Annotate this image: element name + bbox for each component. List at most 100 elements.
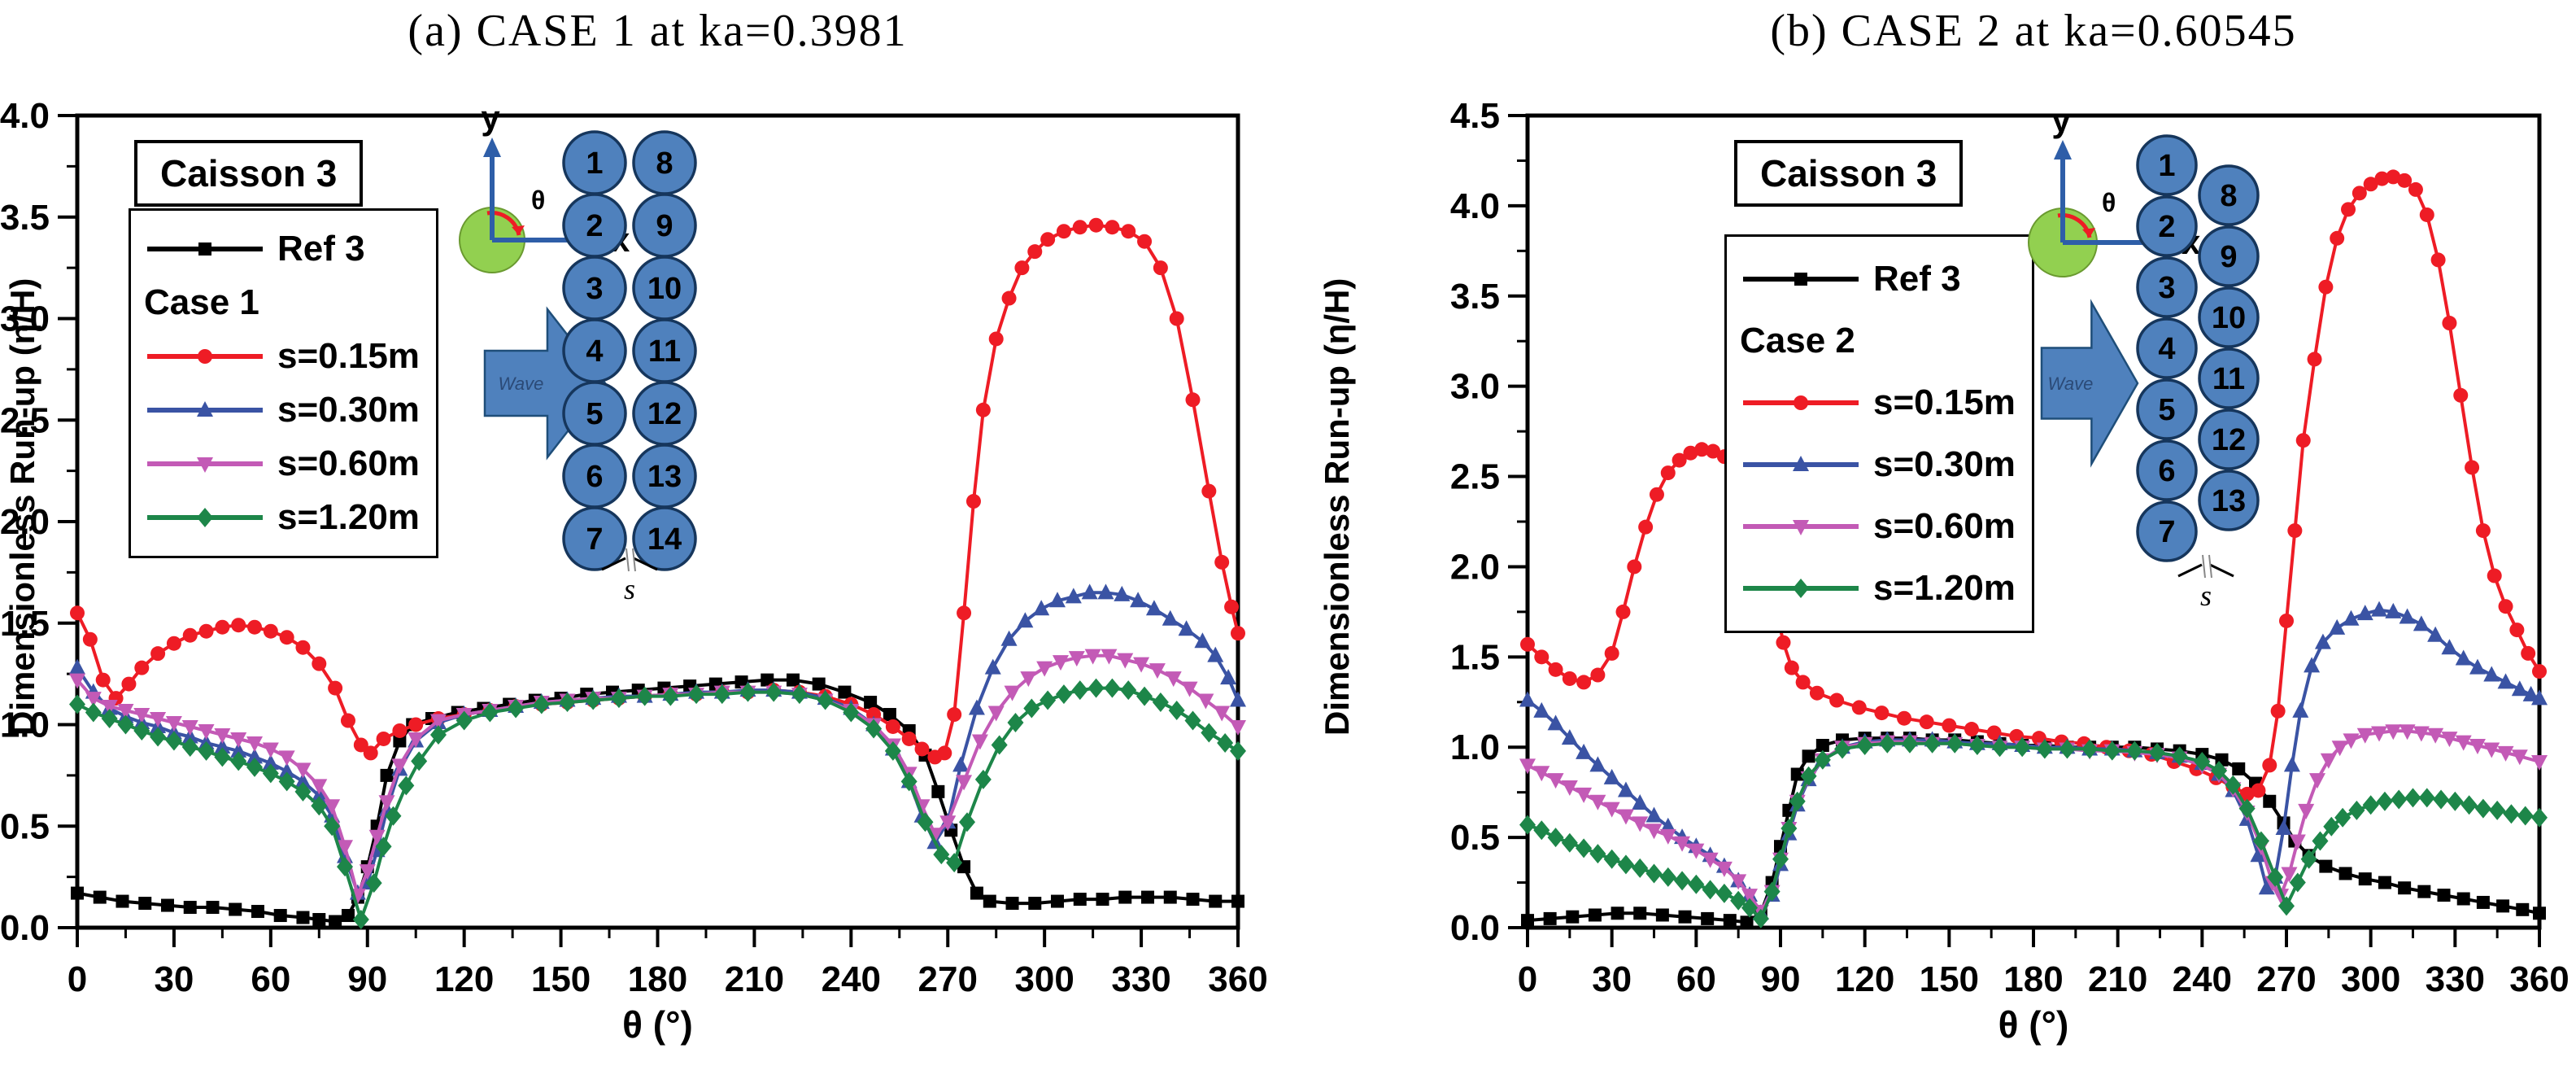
svg-text:210: 210 <box>725 959 784 999</box>
series-s0.60m <box>1519 724 2548 921</box>
svg-text:1.5: 1.5 <box>0 604 50 644</box>
panel-case2: (b) CASE 2 at ka=0.60545 0 30 60 90 120 150 18… <box>1288 0 2576 1066</box>
svg-text:240: 240 <box>2173 959 2232 999</box>
series-s1.20m <box>1519 733 2548 928</box>
panel-a-y-axis-label: Dimensionless Run-up (η/H) <box>3 277 41 736</box>
svg-text:1.0: 1.0 <box>0 706 50 745</box>
series-s0.30m <box>1519 601 2548 920</box>
svg-text:4.0: 4.0 <box>1450 186 1500 226</box>
square-marker-icon <box>147 242 263 256</box>
svg-text:240: 240 <box>822 959 881 999</box>
panel-b-legend: Ref 3 Case 2 s=0.15m s=0.30m s=0.60m s=1.20m <box>1724 234 2034 633</box>
legend-item-label: s=0.15m <box>1873 382 2016 422</box>
circle-marker-icon <box>1743 395 1859 410</box>
svg-text:0.5: 0.5 <box>1450 818 1500 858</box>
circle-marker-icon <box>147 349 263 364</box>
triangle-down-marker-icon <box>147 457 263 473</box>
svg-text:300: 300 <box>2341 959 2400 999</box>
legend-item-s120m: s=1.20m <box>144 491 420 544</box>
panel-a-title: (a) CASE 1 at ka=0.3981 <box>408 6 908 56</box>
legend-item-label: s=0.30m <box>1873 444 2016 484</box>
svg-text:4.5: 4.5 <box>1450 96 1500 136</box>
svg-text:120: 120 <box>434 959 494 999</box>
diamond-marker-icon <box>147 508 263 527</box>
panel-b-y-axis-label: Dimensionless Run-up (η/H) <box>1318 277 1356 736</box>
legend-item-label: s=0.60m <box>277 443 420 483</box>
legend-item-label: s=1.20m <box>1873 568 2016 608</box>
legend-item-s030m: s=0.30m <box>1740 434 2016 496</box>
svg-text:60: 60 <box>1676 959 1716 999</box>
series-s1.20m <box>69 678 1246 930</box>
y-axis-ticks: 0.0 0.5 1.0 1.5 2.0 2.5 3.0 3.5 4.0 4.5 <box>1450 96 1528 948</box>
legend-item-s120m: s=1.20m <box>1740 557 2016 619</box>
legend-item-label: Case 1 <box>144 282 259 322</box>
legend-item-label: Ref 3 <box>277 229 365 269</box>
svg-text:3.0: 3.0 <box>1450 367 1500 407</box>
svg-text:2.0: 2.0 <box>0 502 50 542</box>
legend-item-case: Case 2 <box>1740 310 2016 372</box>
svg-text:4.0: 4.0 <box>0 96 50 136</box>
triangle-down-marker-icon <box>1743 520 1859 535</box>
svg-text:2.0: 2.0 <box>1450 547 1500 587</box>
svg-text:150: 150 <box>1920 959 1979 999</box>
svg-text:0.0: 0.0 <box>1450 908 1500 948</box>
panel-b-caisson-badge: Caisson 3 <box>1734 140 1964 207</box>
svg-text:0.0: 0.0 <box>0 908 50 948</box>
svg-text:270: 270 <box>2256 959 2316 999</box>
legend-item-s060m: s=0.60m <box>144 437 420 491</box>
legend-item-label: s=0.30m <box>277 390 420 430</box>
legend-item-label: s=0.15m <box>277 336 420 376</box>
svg-text:90: 90 <box>1761 959 1801 999</box>
legend-item-case: Case 1 <box>144 276 420 330</box>
triangle-up-marker-icon <box>1743 456 1859 471</box>
svg-text:300: 300 <box>1014 959 1074 999</box>
svg-text:180: 180 <box>2003 959 2063 999</box>
svg-text:30: 30 <box>1592 959 1632 999</box>
svg-text:1.0: 1.0 <box>1450 727 1500 767</box>
svg-text:360: 360 <box>1208 959 1267 999</box>
svg-text:0: 0 <box>68 959 87 999</box>
diamond-marker-icon <box>1743 579 1859 598</box>
svg-text:0: 0 <box>1518 959 1537 999</box>
svg-text:2.5: 2.5 <box>1450 457 1500 497</box>
panel-a-caisson-badge: Caisson 3 <box>134 140 364 207</box>
panel-a-legend: Ref 3 Case 1 s=0.15m s=0.30m s=0.60m s=1.20m <box>129 208 438 558</box>
svg-text:210: 210 <box>2088 959 2147 999</box>
svg-text:0.5: 0.5 <box>0 806 50 846</box>
legend-item-s060m: s=0.60m <box>1740 496 2016 557</box>
x-axis-ticks: 0 30 60 90 120 150 180 210 240 270 300 330 360 <box>1518 928 2569 999</box>
triangle-up-marker-icon <box>147 401 263 417</box>
panel-a-x-axis-label: θ (°) <box>622 1003 693 1046</box>
svg-text:2.5: 2.5 <box>0 400 50 440</box>
panel-b-x-axis-label: θ (°) <box>1998 1003 2069 1046</box>
legend-item-s030m: s=0.30m <box>144 383 420 437</box>
x-axis-ticks: 0 30 60 90 120 150 180 210 240 270 300 330 360 <box>68 928 1268 999</box>
panel-case1: (a) CASE 1 at ka=0.3981 0 30 60 90 120 150 180… <box>0 6 1268 1046</box>
panel-a-plot: 0 30 60 90 120 150 180 210 240 270 300 330 360 0.0 0.5… <box>0 96 1268 999</box>
svg-text:150: 150 <box>531 959 591 999</box>
legend-item-label: s=0.60m <box>1873 506 2016 546</box>
legend-item-label: s=1.20m <box>277 497 420 537</box>
svg-text:360: 360 <box>2509 959 2569 999</box>
panel-b-plot: 0 30 60 90 120 150 180 210 240 270 300 330 360 0.0 0.5… <box>1450 96 2569 999</box>
svg-text:180: 180 <box>628 959 687 999</box>
svg-text:60: 60 <box>251 959 290 999</box>
svg-text:120: 120 <box>1835 959 1894 999</box>
svg-text:30: 30 <box>154 959 194 999</box>
svg-text:3.5: 3.5 <box>0 198 50 238</box>
legend-item-s015m: s=0.15m <box>1740 372 2016 434</box>
legend-item-label: Case 2 <box>1740 321 1855 360</box>
svg-text:330: 330 <box>1111 959 1170 999</box>
legend-item-label: Ref 3 <box>1873 259 1961 299</box>
legend-item-s015m: s=0.15m <box>144 330 420 383</box>
square-marker-icon <box>1743 273 1859 286</box>
svg-text:270: 270 <box>918 959 978 999</box>
svg-text:330: 330 <box>2426 959 2485 999</box>
series-Ref3 <box>71 673 1244 928</box>
svg-text:1.5: 1.5 <box>1450 637 1500 677</box>
svg-text:90: 90 <box>347 959 387 999</box>
y-axis-ticks: 0.0 0.5 1.0 1.5 2.0 2.5 3.0 3.5 4.0 <box>0 96 77 948</box>
svg-text:3.0: 3.0 <box>0 299 50 339</box>
legend-item-ref: Ref 3 <box>144 222 420 276</box>
